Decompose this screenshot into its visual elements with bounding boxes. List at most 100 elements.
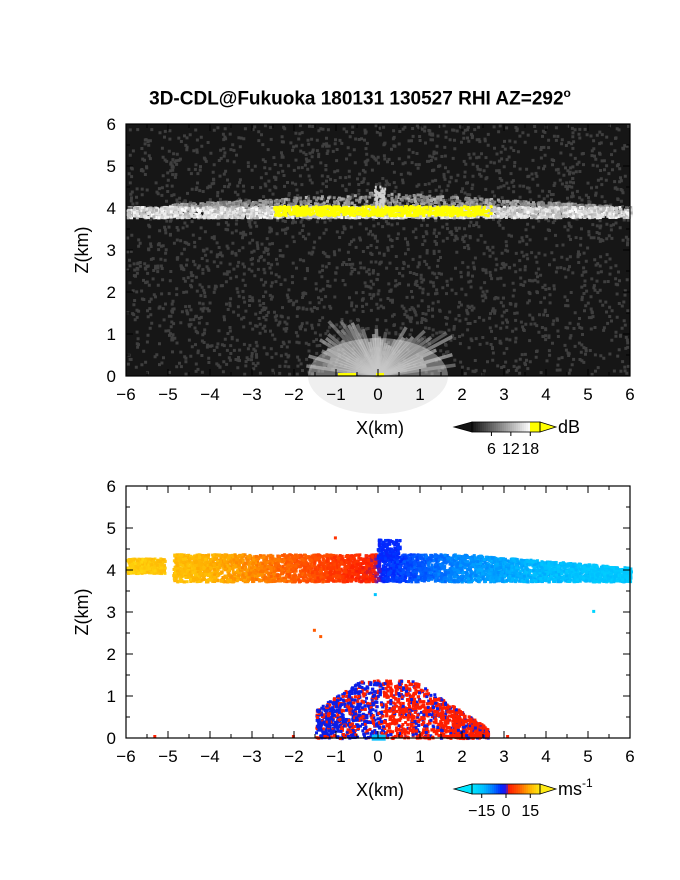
reflectivity-peak-pixel xyxy=(486,214,490,218)
reflectivity-layer-pixel xyxy=(154,207,158,211)
reflectivity-peak-pixel xyxy=(441,211,445,215)
reflectivity-layer-pixel xyxy=(502,205,506,209)
reflectivity-peak-pixel xyxy=(390,213,394,217)
reflectivity-layer-pixel xyxy=(212,212,216,216)
reflectivity-peak-pixel xyxy=(322,205,326,209)
reflectivity-layer-pixel xyxy=(542,215,546,219)
reflectivity-layer-pixel xyxy=(462,216,466,220)
reflectivity-layer-pixel xyxy=(623,210,627,214)
reflectivity-glow-pixel xyxy=(465,203,469,207)
reflectivity-layer-pixel xyxy=(167,211,171,215)
reflectivity-glow-pixel xyxy=(345,199,349,203)
reflectivity-peak-pixel xyxy=(337,212,341,216)
reflectivity-layer-pixel xyxy=(346,215,350,219)
reflectivity-glow-pixel xyxy=(320,203,324,207)
reflectivity-peak-pixel xyxy=(362,213,366,217)
reflectivity-peak-pixel xyxy=(324,205,328,209)
reflectivity-glow-pixel xyxy=(192,202,196,206)
reflectivity-glow-pixel xyxy=(561,204,565,208)
reflectivity-layer-pixel xyxy=(289,208,293,212)
reflectivity-glow-pixel xyxy=(396,195,400,199)
reflectivity-peak-pixel xyxy=(417,205,421,209)
reflectivity-peak-pixel xyxy=(349,210,353,214)
reflectivity-layer-pixel xyxy=(584,212,588,216)
reflectivity-peak-pixel xyxy=(361,205,365,209)
reflectivity-layer-pixel xyxy=(526,210,530,214)
reflectivity-glow-pixel xyxy=(269,202,273,206)
reflectivity-layer-pixel xyxy=(188,211,192,215)
reflectivity-layer-pixel xyxy=(491,212,495,216)
reflectivity-glow-pixel xyxy=(524,201,528,205)
velocity-layer-pixel xyxy=(459,557,463,561)
reflectivity-layer-pixel xyxy=(244,210,248,214)
reflectivity-peak-pixel xyxy=(425,206,429,210)
colorbar-low-arrow xyxy=(452,421,473,433)
colorbar-segment xyxy=(520,422,523,432)
colorbar-segment xyxy=(478,422,481,432)
reflectivity-layer-pixel xyxy=(421,216,425,220)
reflectivity-peak-pixel xyxy=(372,208,376,212)
reflectivity-layer-pixel xyxy=(496,214,500,218)
reflectivity-glow-pixel xyxy=(467,196,471,200)
reflectivity-peak-pixel xyxy=(466,214,470,218)
reflectivity-layer-pixel xyxy=(371,215,375,219)
reflectivity-layer-pixel xyxy=(605,209,609,213)
reflectivity-glow-pixel xyxy=(315,198,319,202)
reflectivity-glow-pixel xyxy=(281,198,285,202)
reflectivity-peak-pixel xyxy=(293,207,297,211)
reflectivity-glow-pixel xyxy=(182,204,186,208)
reflectivity-layer-pixel xyxy=(554,208,558,212)
reflectivity-peak-pixel xyxy=(487,209,491,213)
reflectivity-peak-pixel xyxy=(422,214,426,218)
reflectivity-layer-pixel xyxy=(459,215,463,219)
reflectivity-glow-pixel xyxy=(281,200,285,204)
reflectivity-glow-pixel xyxy=(224,200,228,204)
reflectivity-layer-pixel xyxy=(510,214,514,218)
reflectivity-glow-pixel xyxy=(419,195,423,199)
reflectivity-glow-pixel xyxy=(216,201,220,205)
reflectivity-glow-pixel xyxy=(475,198,479,202)
reflectivity-layer-pixel xyxy=(233,213,237,217)
reflectivity-layer-pixel xyxy=(233,208,237,212)
reflectivity-layer-pixel xyxy=(602,211,606,215)
reflectivity-glow-pixel xyxy=(420,202,424,206)
reflectivity-layer-pixel xyxy=(542,206,546,210)
reflectivity-layer-pixel xyxy=(180,216,184,220)
reflectivity-layer-pixel xyxy=(163,206,167,210)
reflectivity-layer-pixel xyxy=(169,210,173,214)
velocity-layer-pixel xyxy=(354,576,358,580)
reflectivity-layer-pixel xyxy=(223,208,227,212)
reflectivity-peak-pixel xyxy=(422,211,426,215)
reflectivity-streak-pixel xyxy=(375,193,378,197)
reflectivity-glow-pixel xyxy=(343,201,347,205)
reflectivity-layer-pixel xyxy=(554,214,558,218)
reflectivity-layer-pixel xyxy=(587,210,591,214)
reflectivity-glow-pixel xyxy=(345,202,349,206)
reflectivity-peak-pixel xyxy=(311,208,315,212)
reflectivity-layer-pixel xyxy=(624,213,628,217)
reflectivity-peak-pixel xyxy=(389,213,393,217)
colorbar-segment xyxy=(526,422,529,432)
reflectivity-layer-pixel xyxy=(194,205,198,209)
reflectivity-glow-pixel xyxy=(364,195,368,199)
velocity-layer-pixel xyxy=(424,560,428,564)
reflectivity-peak-pixel xyxy=(400,205,404,209)
reflectivity-glow-pixel xyxy=(402,195,406,199)
reflectivity-layer-pixel xyxy=(217,215,221,219)
reflectivity-glow-pixel xyxy=(532,202,536,206)
reflectivity-peak-pixel xyxy=(394,208,398,212)
reflectivity-peak-pixel xyxy=(297,208,301,212)
reflectivity-peak-pixel xyxy=(311,206,315,210)
reflectivity-peak-pixel xyxy=(417,207,421,211)
reflectivity-peak-pixel xyxy=(391,209,395,213)
reflectivity-layer-pixel xyxy=(224,215,228,219)
reflectivity-peak-pixel xyxy=(283,209,287,213)
reflectivity-streak-pixel xyxy=(375,205,378,209)
reflectivity-peak-pixel xyxy=(441,206,445,210)
reflectivity-peak-pixel xyxy=(469,210,473,214)
reflectivity-layer-pixel xyxy=(591,208,595,212)
reflectivity-peak-pixel xyxy=(328,211,332,215)
reflectivity-glow-pixel xyxy=(436,195,440,199)
reflectivity-glow-pixel xyxy=(333,200,337,204)
reflectivity-layer-pixel xyxy=(495,211,499,215)
